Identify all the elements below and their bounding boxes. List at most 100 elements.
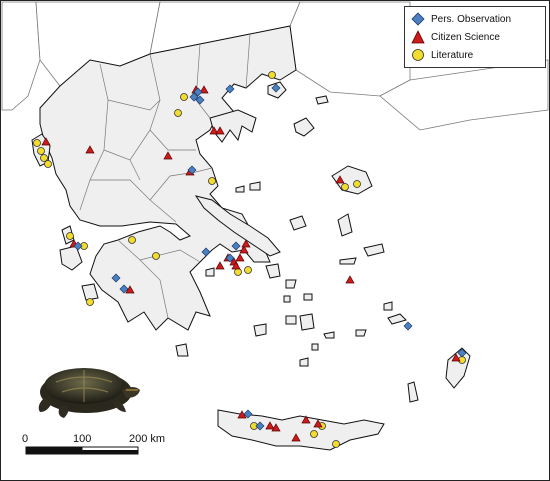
milos	[253, 323, 267, 337]
legend-label: Literature	[431, 49, 474, 61]
legend-label: Pers. Observation	[431, 13, 512, 25]
skiathos	[235, 185, 245, 193]
crete	[217, 409, 385, 451]
samothraki	[315, 95, 329, 105]
literature-point	[44, 160, 52, 168]
literature-point	[268, 71, 276, 79]
literature-point	[152, 252, 160, 260]
scale-label-200: 200 km	[129, 433, 166, 445]
zakynthos	[81, 283, 99, 301]
citizen-science-point	[237, 410, 247, 419]
naxos	[299, 313, 315, 331]
literature-point	[341, 183, 349, 191]
karpathos	[407, 381, 419, 403]
samos	[363, 243, 385, 257]
literature-point	[174, 109, 182, 117]
kos	[387, 313, 407, 325]
citizen-science-point	[241, 239, 251, 248]
citizen-science-point	[215, 126, 225, 135]
rhodes	[445, 347, 471, 389]
pers-observation-point	[225, 253, 235, 263]
legend-item-literature: Literature	[411, 47, 473, 63]
citizen-science-point	[291, 433, 301, 442]
literature-point	[86, 298, 94, 306]
citizen-science-point	[313, 419, 323, 428]
pers-observation-point	[255, 421, 265, 431]
legend-item-citizen-science: Citizen Science	[411, 29, 500, 45]
literature-point	[234, 268, 242, 276]
ikaria	[339, 257, 357, 265]
scale-label-100: 100	[73, 433, 92, 445]
pers-observation-point	[457, 348, 467, 358]
ios	[311, 343, 319, 351]
citizen-science-point	[265, 421, 275, 430]
literature-point	[208, 177, 216, 185]
tinos	[285, 279, 297, 289]
pers-observation-point	[225, 84, 235, 94]
skyros	[289, 215, 307, 231]
literature-point	[353, 180, 361, 188]
citizen-science-point	[215, 261, 225, 270]
citizen-science-point	[231, 261, 241, 270]
pers-observation-point	[111, 273, 121, 283]
scale-label-0: 0	[22, 433, 29, 445]
literature-point	[37, 147, 45, 155]
chios	[337, 213, 353, 237]
literature-point	[128, 236, 136, 244]
turtle-photo-icon	[38, 368, 140, 418]
citizen-science-point	[209, 126, 219, 135]
literature-point	[180, 93, 188, 101]
citizen-science-point	[41, 137, 51, 146]
pers-observation-point	[119, 284, 129, 294]
red-triangle-icon	[411, 30, 425, 44]
citizen-science-point	[301, 415, 311, 424]
astypalaia	[355, 329, 367, 337]
kythira	[175, 343, 189, 357]
citizen-science-point	[451, 353, 461, 362]
kalymnos	[383, 301, 393, 311]
skopelos	[249, 181, 261, 191]
paros	[285, 315, 297, 325]
citizen-science-point	[199, 85, 209, 94]
euboea	[194, 195, 281, 257]
literature-point	[244, 266, 252, 274]
scale-bar-lower-dark	[82, 450, 138, 454]
pers-observation-point	[187, 165, 197, 175]
amorgos	[323, 331, 335, 339]
citizen-science-point	[235, 253, 245, 262]
literature-point	[332, 440, 340, 448]
pers-observation-point	[271, 83, 281, 93]
pers-observation-point	[403, 321, 413, 331]
region-borders	[79, 33, 251, 319]
citizen-science-point	[85, 145, 95, 154]
aegina	[205, 267, 215, 277]
citizen-science-point	[163, 151, 173, 160]
yellow-circle-icon	[412, 49, 424, 61]
literature-point	[66, 232, 74, 240]
neighbouring-countries	[1, 1, 549, 131]
pers-observation-point	[243, 409, 253, 419]
citizen-science-point	[335, 175, 345, 184]
legend-item-pers-observation: Pers. Observation	[411, 11, 511, 27]
pers-observation-point	[231, 241, 241, 251]
pers-observation-point	[201, 247, 211, 257]
literature-point	[310, 430, 318, 438]
occurrence-points	[33, 71, 467, 448]
pers-observation-point	[73, 241, 83, 251]
pers-observation-point	[195, 95, 205, 105]
syros	[283, 295, 291, 303]
literature-point	[40, 154, 48, 162]
scale-bar-dark-segment	[25, 446, 83, 455]
lemnos	[293, 117, 315, 137]
citizen-science-point	[271, 423, 281, 432]
santorini	[299, 357, 309, 367]
citizen-science-point	[345, 275, 355, 284]
pers-observation-point	[193, 87, 203, 97]
citizen-science-point	[125, 285, 135, 294]
literature-point	[33, 139, 41, 147]
pers-observation-point	[189, 92, 199, 102]
blue-diamond-icon	[411, 12, 425, 26]
citizen-science-point	[239, 245, 249, 254]
mykonos	[303, 293, 313, 301]
